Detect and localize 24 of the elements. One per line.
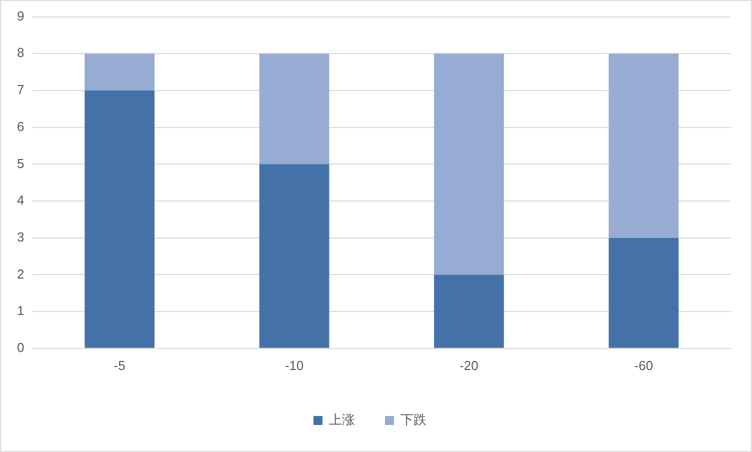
- bar: [259, 164, 330, 348]
- y-tick-label: 4: [16, 192, 24, 208]
- y-tick-label: 6: [16, 118, 24, 134]
- y-tick-label: 9: [16, 8, 24, 24]
- x-tick-label: -20: [460, 358, 478, 373]
- x-tick-label: -10: [284, 358, 304, 373]
- bar: [84, 54, 155, 90]
- y-tick-label: 7: [16, 82, 24, 98]
- y-tick-label: 1: [16, 303, 24, 318]
- bar: [434, 274, 504, 348]
- bar: [84, 90, 155, 348]
- x-tick-label: -60: [634, 358, 654, 373]
- legend-label: 上涨: [329, 412, 355, 428]
- y-tick-label: 0: [16, 340, 24, 355]
- bar: [434, 54, 504, 275]
- y-tick-label: 8: [16, 45, 24, 60]
- bar: [608, 54, 679, 238]
- y-tick-label: 3: [16, 229, 24, 244]
- legend-label: 下跌: [400, 412, 426, 428]
- y-tick-label: 2: [16, 266, 24, 282]
- y-tick-label: 5: [16, 156, 24, 171]
- bar: [608, 238, 679, 348]
- bar: [259, 54, 330, 164]
- x-tick-label: -5: [114, 358, 126, 373]
